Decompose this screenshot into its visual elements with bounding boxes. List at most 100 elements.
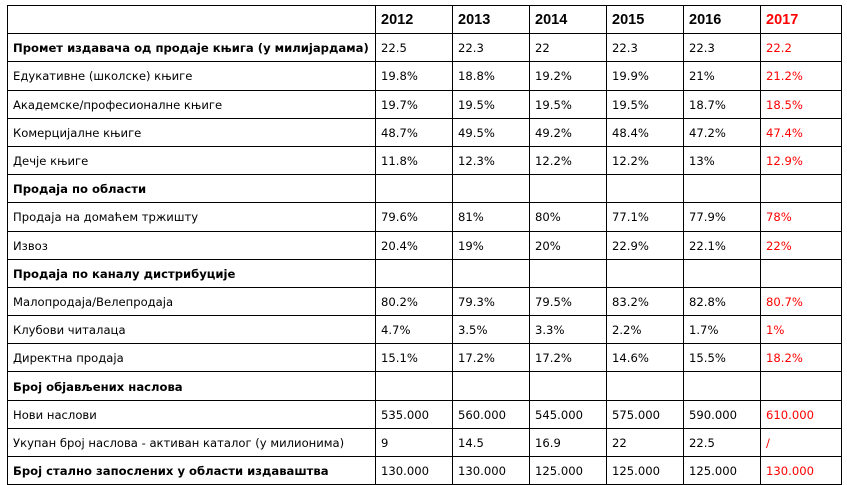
table-row: Академске/професионалне књиге 19.7% 19.5% 1… (7, 89, 842, 119)
empty-cell (529, 258, 607, 288)
value-cell: 12.3% (452, 145, 530, 176)
row-label: Промет издавача од продаје књига (у мили… (7, 33, 376, 63)
empty-cell (606, 258, 684, 288)
empty-cell (529, 371, 607, 401)
value-cell: 18.8% (452, 61, 530, 91)
value-cell: 16.9 (529, 427, 607, 458)
value-cell: 18.7% (683, 89, 761, 119)
value-cell: 22.5 (375, 33, 453, 63)
empty-cell (760, 174, 842, 204)
value-cell: 18.2% (760, 343, 842, 373)
value-cell: 22% (760, 230, 842, 260)
empty-cell (683, 371, 761, 401)
value-cell: 125.000 (529, 455, 607, 485)
value-cell: 20% (529, 230, 607, 260)
row-label: Број стално запослених у области издаваш… (7, 455, 376, 485)
value-cell: 22.3 (606, 33, 684, 63)
empty-cell (606, 371, 684, 401)
value-cell: 545.000 (529, 399, 607, 429)
value-cell: 21.2% (760, 61, 842, 91)
value-cell: 82.8% (683, 286, 761, 317)
empty-cell (683, 258, 761, 288)
year-header: 2015 (606, 4, 684, 35)
value-cell: 22.1% (683, 230, 761, 260)
empty-cell (375, 371, 453, 401)
table-row: Едукативне (школске) књиге 19.8% 18.8% 19.2… (7, 61, 842, 91)
value-cell: 1.7% (683, 315, 761, 345)
value-cell: 1% (760, 315, 842, 345)
value-cell: 130.000 (452, 455, 530, 485)
table-row: Нови наслови 535.000 560.000 545.000 575.000… (7, 399, 842, 429)
row-label: Едукативне (школске) књиге (7, 61, 376, 91)
value-cell: 19.9% (606, 61, 684, 91)
value-cell: 18.5% (760, 89, 842, 119)
value-cell: 81% (452, 202, 530, 232)
publishing-statistics-table: 2012 2013 2014 2015 2016 2017 Промет изд… (7, 4, 842, 485)
value-cell: 22.5 (683, 427, 761, 458)
value-cell: 49.5% (452, 117, 530, 147)
empty-cell (452, 258, 530, 288)
value-cell: 12.9% (760, 145, 842, 176)
value-cell: 590.000 (683, 399, 761, 429)
table-row: Малопродаја/Велепродаја 80.2% 79.3% 79.5% 83… (7, 286, 842, 317)
row-label: Продаја на домаћем тржишту (7, 202, 376, 232)
value-cell: 22.3 (683, 33, 761, 63)
value-cell: 610.000 (760, 399, 842, 429)
value-cell: 47.4% (760, 117, 842, 147)
table-row: Број стално запослених у области издаваш… (7, 455, 842, 485)
value-cell: 49.2% (529, 117, 607, 147)
value-cell: 77.9% (683, 202, 761, 232)
value-cell: / (760, 427, 842, 458)
row-label: Малопродаја/Велепродаја (7, 286, 376, 317)
section-header-row: Број објављених наслова (7, 371, 842, 401)
table-row: Продаја на домаћем тржишту 79.6% 81% 80% 77.… (7, 202, 842, 232)
value-cell: 79.3% (452, 286, 530, 317)
value-cell: 19.7% (375, 89, 453, 119)
empty-cell (760, 371, 842, 401)
header-corner-cell (7, 4, 376, 35)
empty-cell (375, 258, 453, 288)
table-row: Промет издавача од продаје књига (у мили… (7, 33, 842, 63)
value-cell: 14.6% (606, 343, 684, 373)
value-cell: 12.2% (606, 145, 684, 176)
value-cell: 19.2% (529, 61, 607, 91)
table-row: Клубови читалаца 4.7% 3.5% 3.3% 2.2% 1.7% 1% (7, 315, 842, 345)
empty-cell (760, 258, 842, 288)
row-label: Комерцијалне књиге (7, 117, 376, 147)
value-cell: 11.8% (375, 145, 453, 176)
value-cell: 13% (683, 145, 761, 176)
value-cell: 79.6% (375, 202, 453, 232)
year-header: 2012 (375, 4, 453, 35)
year-header: 2016 (683, 4, 761, 35)
value-cell: 22 (606, 427, 684, 458)
value-cell: 48.4% (606, 117, 684, 147)
value-cell: 19% (452, 230, 530, 260)
value-cell: 22.9% (606, 230, 684, 260)
value-cell: 78% (760, 202, 842, 232)
value-cell: 535.000 (375, 399, 453, 429)
value-cell: 80.2% (375, 286, 453, 317)
value-cell: 22.3 (452, 33, 530, 63)
header-row: 2012 2013 2014 2015 2016 2017 (7, 4, 842, 35)
value-cell: 3.3% (529, 315, 607, 345)
table-row: Комерцијалне књиге 48.7% 49.5% 49.2% 48.4% 47… (7, 117, 842, 147)
row-label: Укупан број наслова - активан каталог (у… (7, 427, 376, 458)
row-label: Дечје књиге (7, 145, 376, 176)
value-cell: 17.2% (452, 343, 530, 373)
value-cell: 77.1% (606, 202, 684, 232)
table-row: Укупан број наслова - активан каталог (у… (7, 427, 842, 458)
value-cell: 21% (683, 61, 761, 91)
value-cell: 14.5 (452, 427, 530, 458)
value-cell: 80% (529, 202, 607, 232)
value-cell: 12.2% (529, 145, 607, 176)
section-header-row: Продаја по каналу дистрибуције (7, 258, 842, 288)
value-cell: 22 (529, 33, 607, 63)
row-label: Директна продаја (7, 343, 376, 373)
value-cell: 19.5% (529, 89, 607, 119)
value-cell: 15.1% (375, 343, 453, 373)
year-header: 2013 (452, 4, 530, 35)
empty-cell (606, 174, 684, 204)
section-title: Продаја по области (7, 174, 376, 204)
value-cell: 2.2% (606, 315, 684, 345)
empty-cell (683, 174, 761, 204)
